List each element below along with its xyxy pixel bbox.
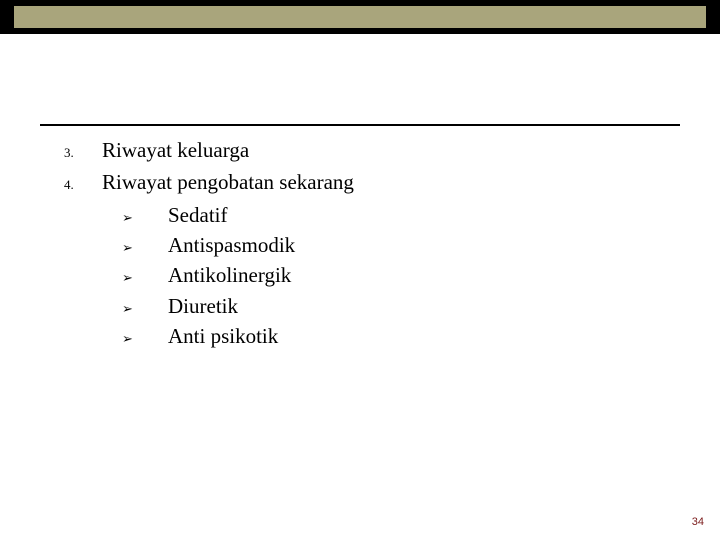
horizontal-rule [40,124,680,126]
sub-list-item: ➢ Antispasmodik [122,231,680,259]
list-item: 3. Riwayat keluarga [62,136,680,164]
page-number: 34 [692,516,704,528]
sub-list-item: ➢ Antikolinergik [122,261,680,289]
header-band [0,0,720,34]
list-number: 3. [62,139,102,161]
slide-content: 3. Riwayat keluarga 4. Riwayat pengobata… [0,34,720,350]
list-number: 4. [62,171,102,193]
sub-list-text: Diuretik [168,292,238,320]
list-text: Riwayat keluarga [102,136,249,164]
arrow-bullet-icon: ➢ [122,325,168,347]
arrow-bullet-icon: ➢ [122,264,168,286]
sub-list: ➢ Sedatif ➢ Antispasmodik ➢ Antikolinerg… [62,201,680,351]
sub-list-item: ➢ Sedatif [122,201,680,229]
sub-list-item: ➢ Diuretik [122,292,680,320]
sub-list-text: Anti psikotik [168,322,278,350]
sub-list-item: ➢ Anti psikotik [122,322,680,350]
sub-list-text: Sedatif [168,201,227,229]
sub-list-text: Antispasmodik [168,231,295,259]
arrow-bullet-icon: ➢ [122,234,168,256]
arrow-bullet-icon: ➢ [122,295,168,317]
list-item: 4. Riwayat pengobatan sekarang [62,168,680,196]
numbered-list: 3. Riwayat keluarga 4. Riwayat pengobata… [40,136,680,350]
sub-list-text: Antikolinergik [168,261,291,289]
list-text: Riwayat pengobatan sekarang [102,168,354,196]
arrow-bullet-icon: ➢ [122,204,168,226]
header-accent-bar [14,6,706,28]
